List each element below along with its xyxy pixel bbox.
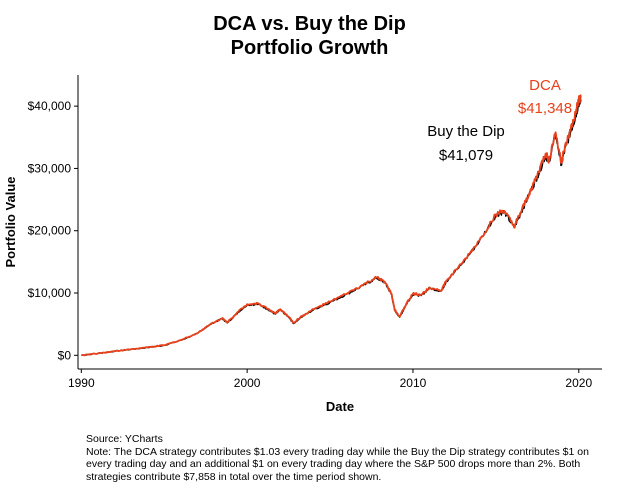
series-line-dca [81,94,582,357]
x-axis-ticks: 1990 2000 2010 2020 [68,369,592,390]
x-axis-title: Date [326,399,354,414]
chart-title: DCA vs. Buy the Dip Portfolio Growth [0,12,619,60]
series-lines [81,94,582,357]
x-tick-label: 2020 [565,376,592,390]
annotation-buy-the-dip-label: Buy the Dip [427,123,505,140]
y-axis-title: Portfolio Value [3,176,18,267]
y-axis-ticks: $0 $10,000 $20,000 $30,000 $40,000 [28,99,78,362]
x-tick-label: 2000 [234,376,261,390]
y-tick-label: $40,000 [28,99,72,113]
series-line-buy-the-dip [81,96,582,356]
y-tick-label: $0 [58,348,72,362]
annotation-dca-value: $41,348 [518,100,572,117]
y-tick-label: $20,000 [28,224,72,238]
x-tick-label: 2010 [400,376,427,390]
chart-notes: Source: YCharts Note: The DCA strategy c… [86,433,596,483]
annotation-buy-the-dip-value: $41,079 [439,147,493,164]
y-tick-label: $10,000 [28,286,72,300]
chart-title-line-2: Portfolio Growth [230,37,389,59]
portfolio-growth-chart: $0 $10,000 $20,000 $30,000 $40,000 1990 2000 2… [3,75,602,414]
annotation-dca-label: DCA [529,77,561,94]
y-tick-label: $30,000 [28,161,72,175]
x-tick-label: 1990 [68,376,95,390]
chart-title-line-1: DCA vs. Buy the Dip [213,13,406,35]
methodology-note: Note: The DCA strategy contributes $1.03… [86,445,589,483]
source-note: Source: YCharts [86,433,163,445]
